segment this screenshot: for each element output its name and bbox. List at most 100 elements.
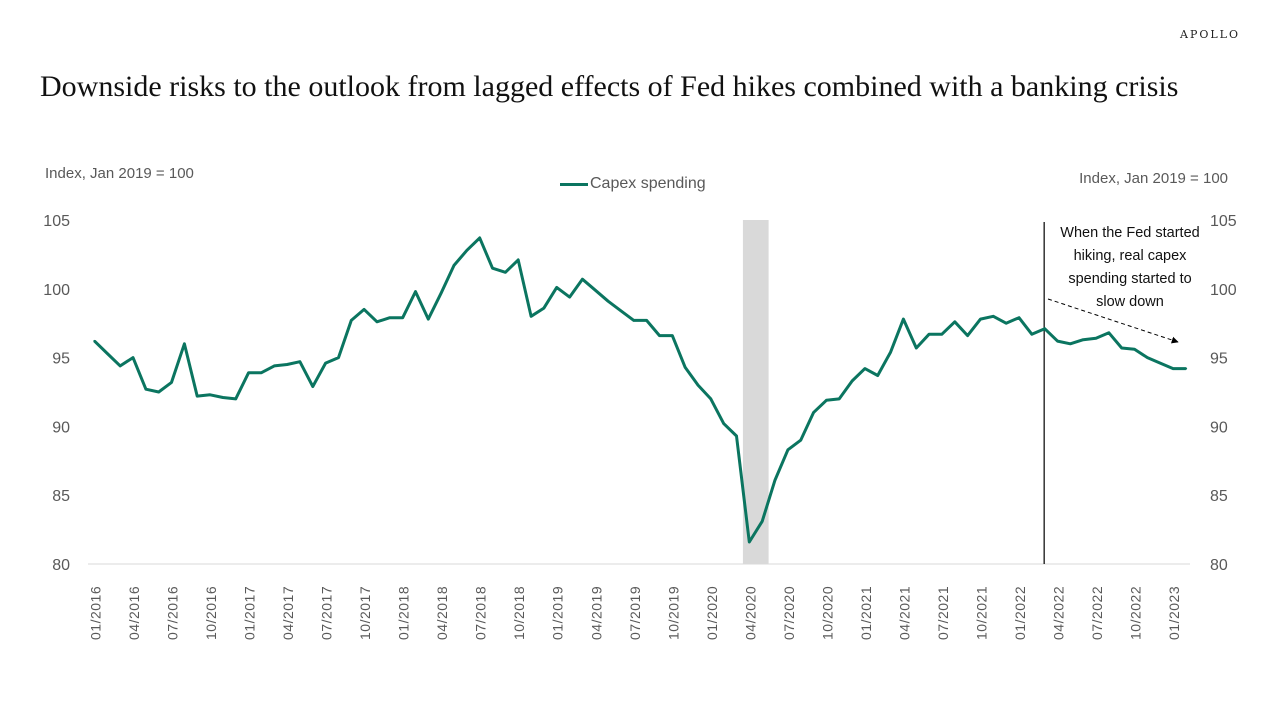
x-tick-label: 04/2020 <box>742 586 758 640</box>
capex-spending-point <box>773 478 777 482</box>
annotation-line: hiking, real capex <box>1073 248 1187 264</box>
capex-spending-point <box>221 396 225 399</box>
y-tick-label-right: 105 <box>1210 213 1237 230</box>
capex-spending-point <box>131 356 135 359</box>
capex-spending-point <box>1133 348 1136 351</box>
capex-spending-point <box>285 363 289 366</box>
capex-spending-point <box>735 434 738 438</box>
y-tick-label-right: 90 <box>1210 419 1228 436</box>
legend-label: Capex spending <box>590 175 706 192</box>
x-tick-label: 10/2018 <box>511 586 527 640</box>
capex-spending-point <box>311 385 314 388</box>
capex-spending-point <box>709 397 713 401</box>
annotation-line: When the Fed started <box>1060 225 1200 241</box>
capex-spending-point <box>799 438 802 442</box>
capex-spending-point <box>889 350 892 354</box>
y-tick-label-left: 105 <box>43 213 70 230</box>
capex-spending-point <box>118 364 122 368</box>
y-tick-label-left: 85 <box>52 488 70 505</box>
capex-spending-point <box>722 422 725 425</box>
capex-spending-point <box>529 315 533 318</box>
capex-spending-point <box>414 290 417 293</box>
capex-spending-point <box>1107 331 1111 335</box>
x-tick-label: 10/2020 <box>819 586 835 640</box>
x-tick-label: 01/2019 <box>550 586 566 640</box>
capex-spending-point <box>658 334 661 337</box>
x-tick-label: 07/2020 <box>781 586 797 640</box>
capex-spending-point <box>1094 337 1098 340</box>
capex-spending-point <box>555 286 558 289</box>
x-tick-label: 01/2018 <box>396 586 412 640</box>
capex-spending-point <box>375 320 379 324</box>
capex-spending-point <box>748 540 751 544</box>
x-tick-label: 04/2017 <box>280 586 296 640</box>
capex-spending-point <box>1017 316 1021 319</box>
chart-title: Downside risks to the outlook from lagge… <box>40 70 1179 103</box>
capex-spending-point <box>876 374 879 377</box>
x-tick-label: 10/2017 <box>357 586 373 640</box>
x-tick-label: 01/2016 <box>88 586 104 640</box>
x-tick-label: 04/2021 <box>896 586 912 640</box>
x-tick-label: 07/2022 <box>1089 586 1105 640</box>
capex-spending-point <box>196 394 199 398</box>
left-axis-title: Index, Jan 2019 = 100 <box>45 165 194 182</box>
capex-spending-point <box>979 317 982 321</box>
capex-spending-point <box>491 266 494 270</box>
x-tick-label: 10/2016 <box>203 586 219 640</box>
capex-spending-point <box>273 364 276 368</box>
capex-spending-point <box>632 319 635 322</box>
x-tick-label: 04/2016 <box>126 586 142 640</box>
capex-spending-point <box>1120 346 1123 350</box>
capex-spending-point <box>388 316 392 319</box>
capex-spending-point <box>144 388 148 391</box>
apollo-logo: APOLLO <box>1180 28 1240 41</box>
x-tick-label: 04/2018 <box>434 586 450 640</box>
capex-spending-point <box>93 339 96 343</box>
annotation-line: spending started to <box>1068 271 1192 287</box>
capex-spending-point <box>915 346 918 350</box>
capex-spending-point <box>1004 322 1008 325</box>
capex-spending-point <box>1043 327 1046 330</box>
capex-spending-point <box>427 317 430 321</box>
y-tick-label-right: 85 <box>1210 488 1228 505</box>
capex-spending-point <box>234 397 237 401</box>
capex-spending-point <box>760 520 764 523</box>
capex-spending-point <box>966 334 969 337</box>
y-tick-label-left: 90 <box>52 419 70 436</box>
capex-spending-point <box>863 367 867 370</box>
capex-spending-point <box>208 393 212 396</box>
capex-spending-point <box>671 334 674 337</box>
legend-swatch <box>560 182 588 186</box>
capex-spending-point <box>465 249 469 252</box>
capex-spending-point <box>106 352 109 355</box>
capex-spending-point <box>812 411 815 414</box>
capex-spending-point <box>645 319 648 322</box>
capex-spending-point <box>298 360 302 363</box>
y-tick-label-left: 80 <box>52 557 70 574</box>
capex-spending-point <box>619 309 623 313</box>
capex-spending-point <box>517 258 520 262</box>
capex-spending-point <box>568 295 571 299</box>
x-tick-label: 10/2022 <box>1128 586 1144 640</box>
x-tick-label: 07/2021 <box>935 586 951 640</box>
capex-spending-point <box>696 383 700 387</box>
capex-spending-point <box>902 317 905 321</box>
capex-spending-point <box>439 291 443 295</box>
y-tick-label-left: 95 <box>52 351 70 368</box>
annotation: When the Fed started hiking, real capex … <box>1050 222 1210 314</box>
capex-spending-point <box>324 361 327 365</box>
x-tick-label: 01/2020 <box>704 586 720 640</box>
capex-spending-point <box>452 264 456 267</box>
y-tick-label-left: 100 <box>43 282 70 299</box>
capex-spending-point <box>1184 367 1188 370</box>
annotation-arrow <box>1047 298 1179 344</box>
capex-spending-point <box>350 319 353 322</box>
capex-spending-point <box>260 371 263 374</box>
right-axis-title: Index, Jan 2019 = 100 <box>1079 170 1228 187</box>
capex-spending-point <box>850 379 854 383</box>
capex-spending-point <box>362 308 366 311</box>
capex-spending-point <box>581 277 584 281</box>
capex-spending-point <box>337 356 340 359</box>
capex-spending-point <box>838 397 841 401</box>
x-tick-label: 01/2017 <box>242 586 258 640</box>
